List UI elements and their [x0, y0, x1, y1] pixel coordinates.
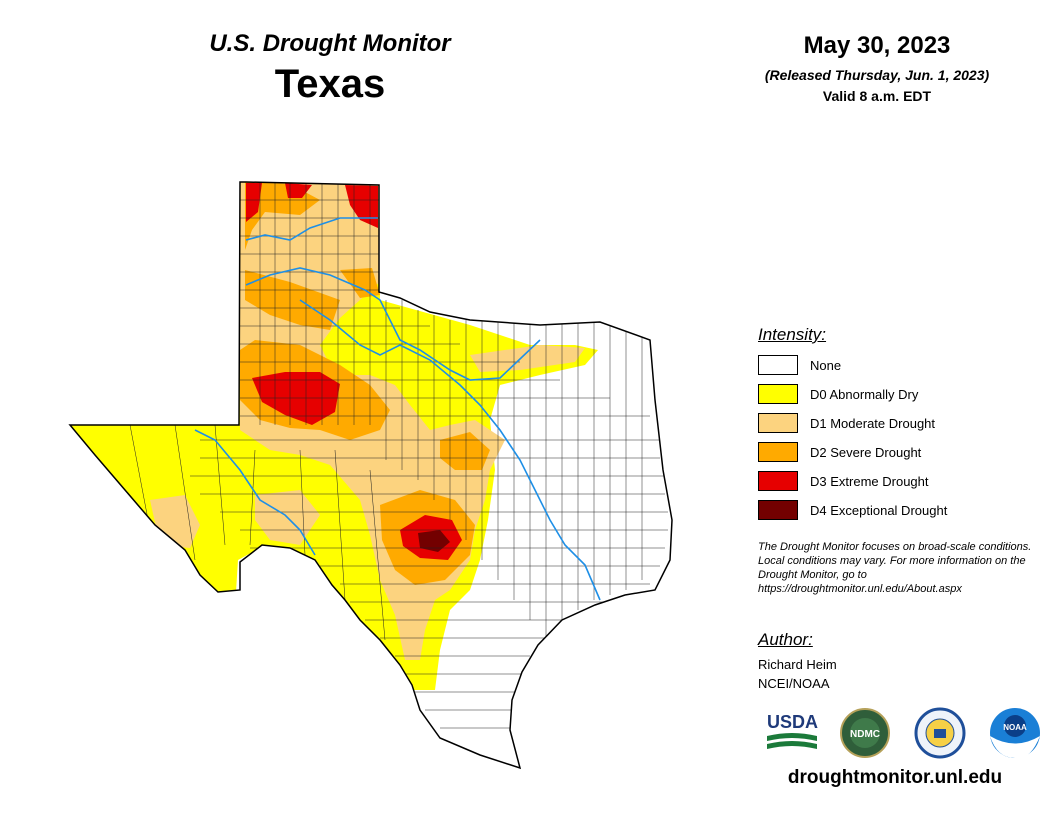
noaa-logo-text: NOAA [1003, 723, 1027, 732]
header-title: U.S. Drought Monitor [209, 30, 451, 57]
usda-logo-text: USDA [767, 712, 818, 732]
rio-grande [194, 429, 316, 556]
ndmc-logo-text: NDMC [850, 729, 880, 740]
d3-extreme-drought-area [246, 183, 262, 222]
legend-label-d1: D1 Moderate Drought [810, 416, 936, 431]
legend-label-d2: D2 Severe Drought [810, 445, 922, 460]
map-released: (Released Thursday, Jun. 1, 2023) [764, 67, 990, 83]
d1-moderate-drought-area [470, 345, 585, 372]
texas-drought-map [68, 181, 673, 770]
legend-item-d1: D1 Moderate Drought [758, 413, 1038, 435]
drought-areas [70, 182, 672, 768]
canadian-river [245, 217, 378, 241]
legend-label-d3: D3 Extreme Drought [810, 474, 929, 489]
rivers [194, 217, 601, 601]
commerce-seal [914, 707, 966, 759]
legend-item-d2: D2 Severe Drought [758, 442, 1038, 464]
author-title: Author: [758, 630, 813, 649]
red-river [245, 267, 541, 381]
legend-title: Intensity: [758, 325, 827, 344]
legend-label-d4: D4 Exceptional Drought [810, 503, 948, 518]
disclaimer-note: The Drought Monitor focuses on broad-sca… [758, 541, 1032, 595]
legend-swatch-d1 [758, 413, 798, 433]
legend-swatch-d4 [758, 500, 798, 520]
legend-label-d0: D0 Abnormally Dry [810, 387, 919, 402]
texas-state-outline [68, 181, 673, 770]
state-title: Texas [274, 62, 386, 106]
legend-item-d4: D4 Exceptional Drought [758, 500, 1038, 522]
partner-logos: USDA NDMC NOAA [767, 707, 1040, 759]
legend-item-none: None [758, 355, 1038, 377]
d3-extreme-drought-area [252, 372, 340, 425]
brazos-river [299, 299, 601, 601]
legend-item-d3: D3 Extreme Drought [758, 471, 1038, 493]
d4-exceptional-drought-area [418, 530, 450, 552]
map-valid: Valid 8 a.m. EDT [822, 88, 932, 104]
legend-swatch-d0 [758, 384, 798, 404]
legend-swatch-none [758, 355, 798, 375]
site-url[interactable]: droughtmonitor.unl.edu [787, 767, 1003, 788]
ndmc-logo: NDMC [840, 708, 890, 758]
d2-severe-drought-area [440, 432, 490, 470]
legend-label-none: None [810, 358, 842, 373]
d3-extreme-drought-area [285, 183, 312, 198]
legend-swatch-d2 [758, 442, 798, 462]
author-name: Richard Heim [758, 657, 837, 672]
author-org: NCEI/NOAA [758, 676, 830, 691]
usda-logo: USDA [767, 712, 818, 749]
noaa-logo: NOAA [990, 708, 1040, 759]
legend-item-d0: D0 Abnormally Dry [758, 384, 1038, 406]
d2-severe-drought-area [245, 270, 340, 330]
county-lines [129, 182, 668, 729]
map-date: May 30, 2023 [803, 32, 951, 59]
d2-severe-drought-area [245, 182, 320, 250]
legend-swatch-d3 [758, 471, 798, 491]
